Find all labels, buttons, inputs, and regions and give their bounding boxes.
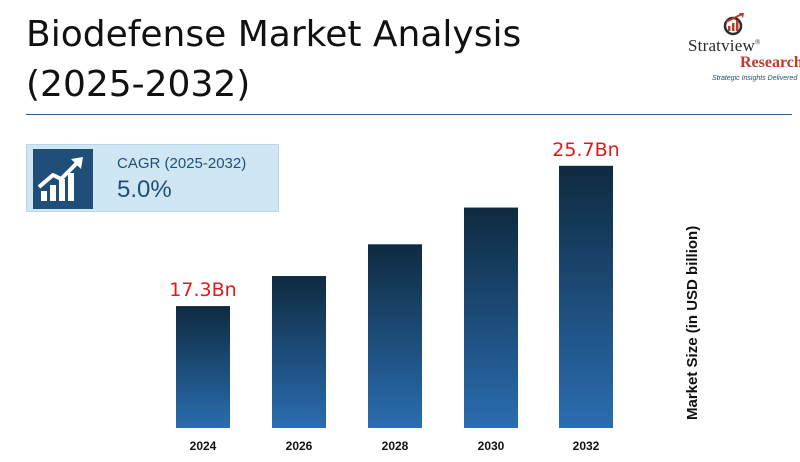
bar-2032 bbox=[559, 165, 613, 428]
bar-2030 bbox=[464, 207, 518, 428]
title-divider bbox=[26, 114, 792, 115]
cagr-value: 5.0% bbox=[117, 176, 172, 203]
logo-tagline: Strategic Insights Delivered bbox=[712, 75, 798, 82]
bar-2024 bbox=[176, 306, 230, 428]
y-axis-label: Market Size (in USD billion) bbox=[684, 225, 701, 420]
growth-chart-icon bbox=[33, 149, 93, 209]
bar-2028 bbox=[368, 244, 422, 428]
magnifier-arrow-icon bbox=[723, 13, 744, 36]
x-tick-label: 2028 bbox=[382, 439, 409, 453]
registered-mark: ® bbox=[754, 38, 761, 47]
page-title: Biodefense Market Analysis (2025-2032) bbox=[26, 14, 522, 105]
logo-name: Stratview® bbox=[688, 36, 761, 55]
data-label: 17.3Bn bbox=[169, 279, 236, 301]
bar-2026 bbox=[272, 276, 326, 428]
x-tick-label: 2030 bbox=[478, 439, 505, 453]
cagr-label: CAGR (2025-2032) bbox=[117, 155, 247, 172]
x-tick-label: 2026 bbox=[286, 439, 313, 453]
data-label: 25.7Bn bbox=[552, 139, 619, 161]
logo-subname: Research bbox=[740, 54, 800, 71]
x-tick-label: 2024 bbox=[190, 439, 217, 453]
x-tick-label: 2032 bbox=[573, 439, 600, 453]
stratview-logo: Stratview® Research Strategic Insights D… bbox=[680, 12, 800, 82]
cagr-callout: CAGR (2025-2032) 5.0% bbox=[26, 144, 279, 212]
